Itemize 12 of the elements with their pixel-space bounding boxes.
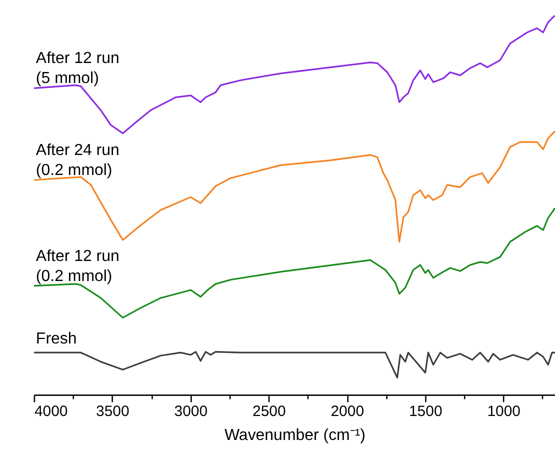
x-tick-label: 4000: [34, 403, 68, 420]
x-tick-label: 3500: [96, 403, 130, 420]
series-label: Fresh: [36, 330, 77, 348]
x-tick-label: 2500: [252, 403, 286, 420]
series-label: After 24 run (0.2 mmol): [36, 142, 120, 180]
x-axis-title: Wavenumber (cm⁻¹): [224, 427, 366, 444]
series-label: After 12 run (0.2 mmol): [36, 248, 120, 285]
x-tick-label: 1500: [408, 403, 442, 420]
x-tick-label: 3000: [174, 403, 208, 420]
x-tick-label: 1000: [487, 403, 521, 420]
x-tick-label: 2000: [330, 403, 364, 420]
series-label: After 12 run (5 mmol): [36, 50, 120, 88]
